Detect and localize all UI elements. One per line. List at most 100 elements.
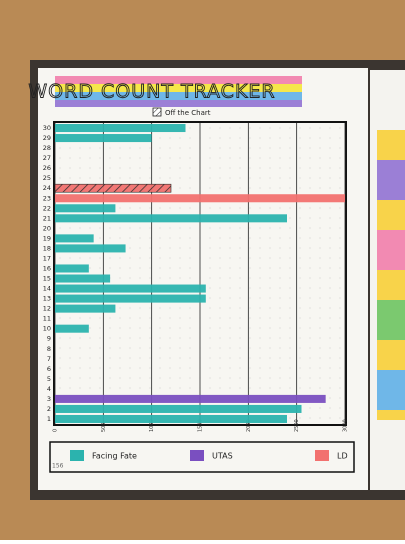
bar — [55, 404, 302, 413]
page-dot — [339, 127, 341, 129]
page-dot — [109, 327, 111, 329]
page-dot — [309, 247, 311, 249]
page-dot — [139, 167, 141, 169]
y-tick-label: 23 — [43, 194, 51, 202]
page-dot — [219, 357, 221, 359]
page-dot — [149, 387, 151, 389]
page-dot — [339, 387, 341, 389]
page-dot — [169, 137, 171, 139]
page-dot — [269, 167, 271, 169]
page-dot — [259, 137, 261, 139]
page-dot — [269, 337, 271, 339]
page-dot — [69, 367, 71, 369]
page-dot — [339, 347, 341, 349]
page-dot — [309, 367, 311, 369]
page-dot — [319, 357, 321, 359]
page-dot — [129, 167, 131, 169]
page-dot — [299, 387, 301, 389]
page-dot — [69, 377, 71, 379]
page-dot — [189, 377, 191, 379]
page-dot — [149, 247, 151, 249]
y-tick-label: 22 — [43, 204, 51, 212]
page-dot — [149, 277, 151, 279]
page-dot — [219, 167, 221, 169]
page-dot — [319, 157, 321, 159]
page-dot — [229, 277, 231, 279]
page-dot — [189, 157, 191, 159]
page-dot — [299, 277, 301, 279]
page-dot — [289, 337, 291, 339]
page-dot — [299, 147, 301, 149]
page-dot — [159, 247, 161, 249]
page-dot — [219, 227, 221, 229]
page-dot — [159, 267, 161, 269]
page-dot — [129, 227, 131, 229]
page-dot — [119, 157, 121, 159]
page-dot — [269, 327, 271, 329]
page-dot — [319, 277, 321, 279]
page-dot — [309, 377, 311, 379]
page-dot — [299, 287, 301, 289]
page-dot — [239, 327, 241, 329]
x-tick-label: 500 — [101, 422, 107, 432]
page-dot — [209, 207, 211, 209]
page-dot — [89, 227, 91, 229]
page-dot — [279, 337, 281, 339]
page-dot — [289, 207, 291, 209]
page-dot — [319, 187, 321, 189]
page-dot — [289, 237, 291, 239]
page-dot — [179, 347, 181, 349]
page-dot — [169, 157, 171, 159]
page-dot — [139, 327, 141, 329]
page-dot — [109, 267, 111, 269]
page-dot — [149, 167, 151, 169]
page-dot — [99, 167, 101, 169]
page-dot — [299, 367, 301, 369]
page-dot — [99, 177, 101, 179]
bar — [55, 124, 186, 133]
page-dot — [229, 317, 231, 319]
page-dot — [139, 247, 141, 249]
y-tick-label: 8 — [47, 345, 51, 353]
page-dot — [99, 377, 101, 379]
page-dot — [169, 227, 171, 229]
page-dot — [129, 307, 131, 309]
page-dot — [79, 347, 81, 349]
page-dot — [189, 127, 191, 129]
page-dot — [289, 227, 291, 229]
page-dot — [89, 387, 91, 389]
page-dot — [229, 387, 231, 389]
page-dot — [329, 187, 331, 189]
page-dot — [149, 157, 151, 159]
page-dot — [319, 207, 321, 209]
page-dot — [309, 327, 311, 329]
page-dot — [279, 377, 281, 379]
page-dot — [339, 297, 341, 299]
x-tick-label: 2000 — [246, 419, 252, 432]
y-tick-label: 28 — [43, 144, 51, 152]
page-dot — [239, 297, 241, 299]
page-dot — [249, 227, 251, 229]
page-dot — [219, 287, 221, 289]
page-dot — [109, 387, 111, 389]
page-dot — [169, 267, 171, 269]
page-dot — [259, 317, 261, 319]
page-dot — [279, 267, 281, 269]
page-dot — [289, 357, 291, 359]
page-dot — [309, 257, 311, 259]
page-dot — [209, 157, 211, 159]
page-dot — [179, 327, 181, 329]
page-dot — [309, 347, 311, 349]
page-dot — [279, 247, 281, 249]
page-dot — [159, 317, 161, 319]
y-tick-label: 14 — [43, 285, 51, 293]
page-dot — [189, 277, 191, 279]
page-dot — [309, 137, 311, 139]
page-dot — [259, 157, 261, 159]
page-dot — [319, 297, 321, 299]
page-dot — [259, 347, 261, 349]
page-dot — [229, 377, 231, 379]
page-dot — [219, 297, 221, 299]
page-dot — [239, 137, 241, 139]
